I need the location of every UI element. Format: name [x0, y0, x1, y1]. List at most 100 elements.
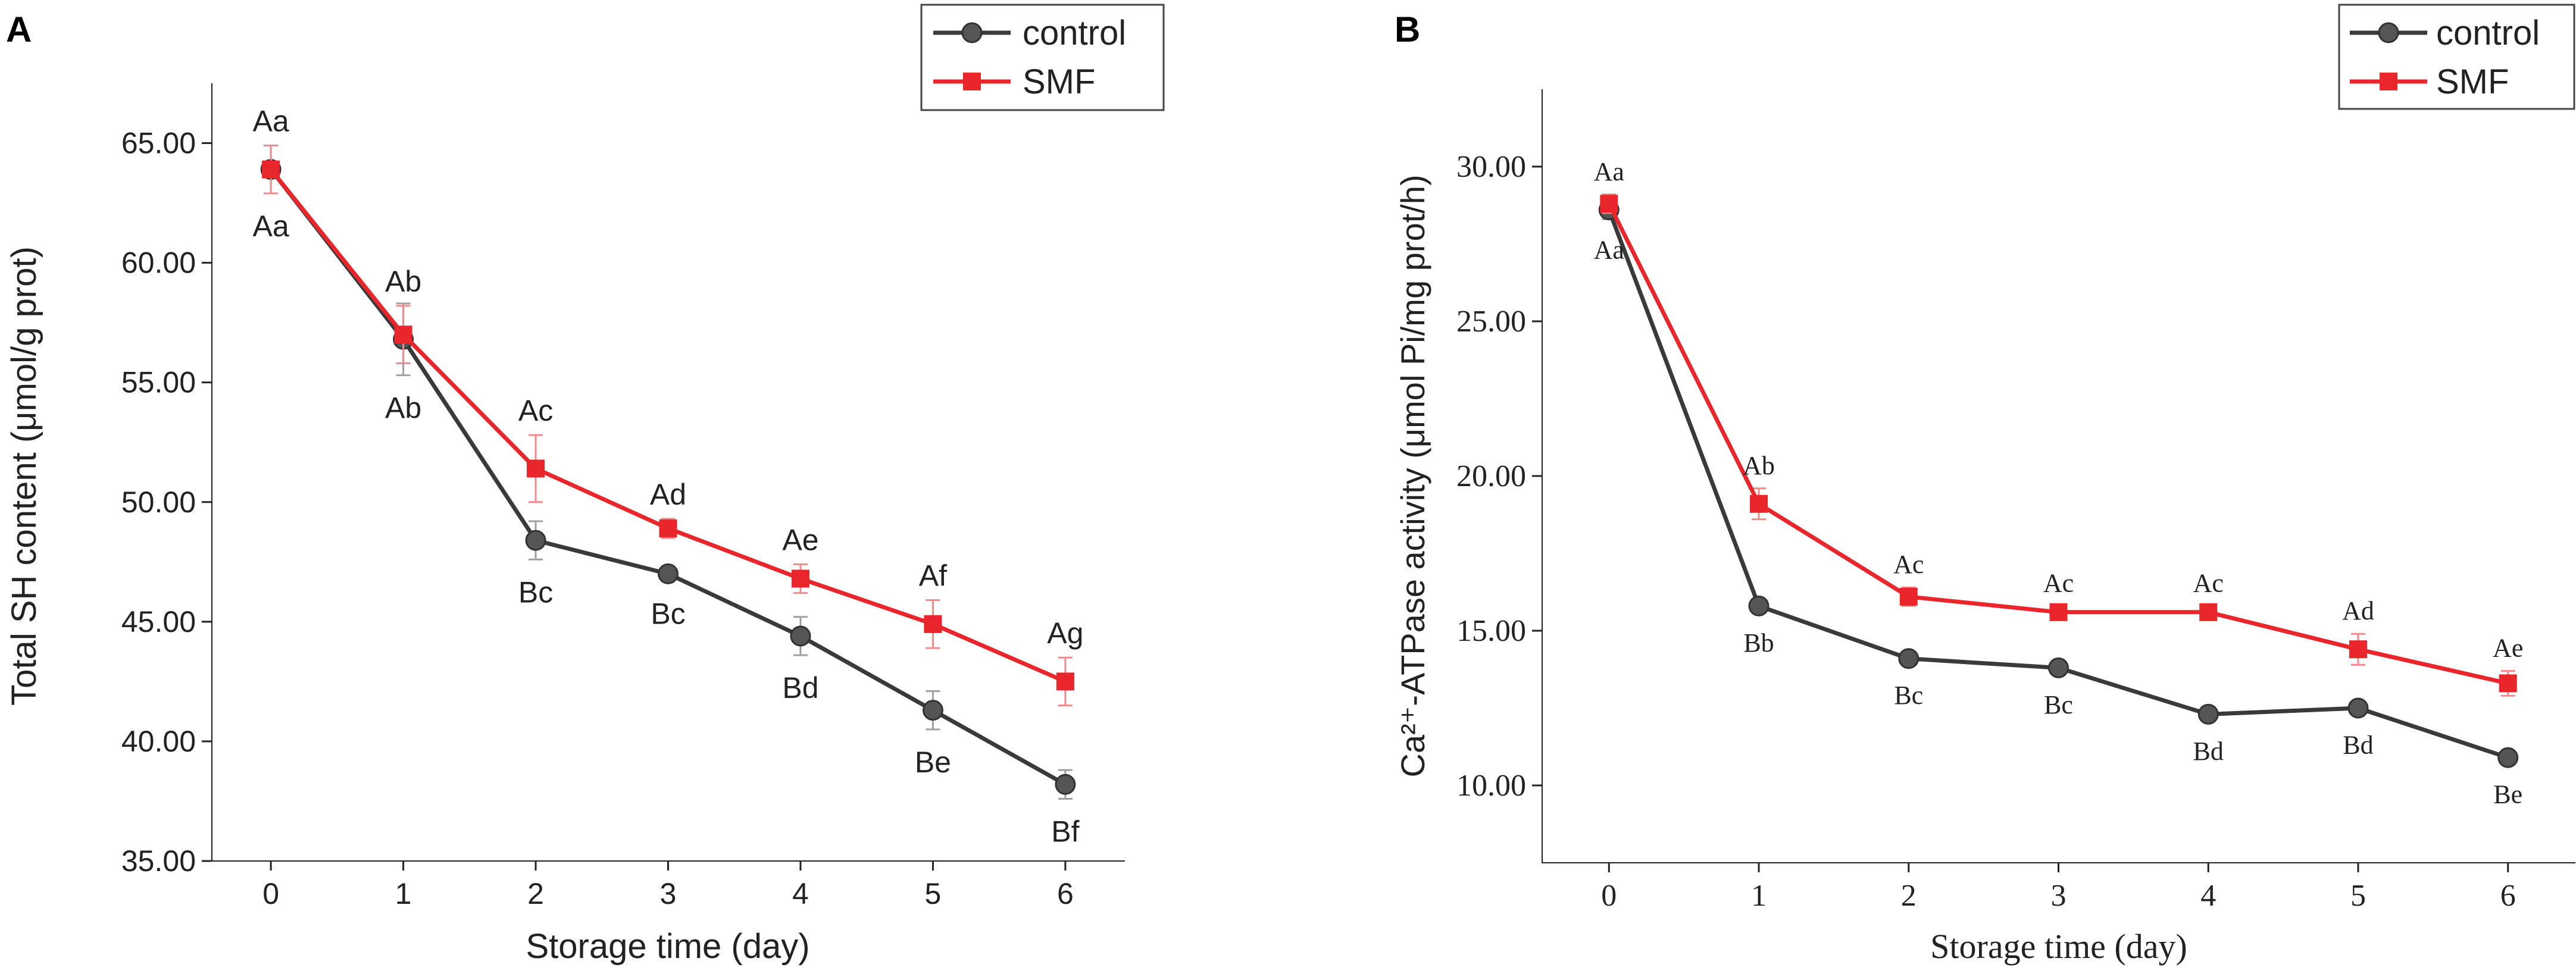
significance-letter: Af [919, 559, 947, 593]
data-point [2497, 747, 2519, 768]
data-point [790, 625, 811, 647]
y-tick-label: 30.00 [1456, 150, 1526, 184]
x-axis-title: Storage time (day) [526, 927, 809, 966]
significance-letter: Ac [518, 394, 553, 427]
x-tick-label: 2 [527, 877, 544, 910]
legend-label: SMF [2436, 62, 2509, 101]
y-axis-title: Ca²⁺-ATPase activity (μmol Pi/mg prot/h) [1394, 174, 1431, 777]
data-point [2048, 657, 2069, 678]
y-tick-label: 60.00 [121, 246, 196, 280]
significance-letter: Bc [2044, 690, 2073, 719]
data-point [394, 325, 412, 344]
y-axis-title: Total SH content (μmol/g prot) [5, 246, 43, 706]
legend: control SMF [2338, 4, 2575, 110]
x-tick-label: 3 [2051, 879, 2067, 913]
significance-letter: Ae [2493, 634, 2523, 663]
data-point [1748, 595, 1770, 616]
data-point [525, 530, 546, 551]
data-point [791, 569, 809, 588]
significance-letter: Bc [651, 597, 685, 630]
data-point [2199, 603, 2218, 621]
y-tick-label: 35.00 [121, 844, 196, 878]
significance-letter: Bd [2193, 737, 2224, 766]
legend-label: control [1023, 14, 1126, 52]
x-tick-label: 4 [2200, 879, 2216, 913]
data-point [262, 160, 280, 179]
significance-letter: Be [2493, 780, 2522, 809]
x-axis-line [211, 860, 1125, 862]
y-tick-label: 15.00 [1456, 614, 1526, 648]
legend-label: control [2436, 14, 2540, 52]
x-tick-label: 5 [2350, 879, 2366, 913]
significance-letter: Bb [1743, 628, 1774, 657]
legend-label: SMF [1023, 62, 1095, 101]
data-point [1899, 587, 1918, 606]
chart-marks: 10.00 15.00 20.00 25.00 30.00 0 1 2 3 4 5 6 Aa Bb Bc Bc… [1456, 150, 2523, 913]
significance-letter: Bd [782, 671, 818, 705]
x-axis-line [1542, 862, 2575, 863]
significance-letter: Aa [253, 105, 289, 138]
data-point [2349, 640, 2367, 659]
significance-letter: Ac [2043, 568, 2074, 597]
legend-circle-marker [961, 22, 983, 43]
significance-letter: Be [915, 746, 951, 779]
significance-letter: Ad [650, 478, 686, 511]
legend-box [2338, 4, 2575, 110]
y-axis-line [1542, 89, 1543, 863]
y-tick-label: 45.00 [121, 605, 196, 638]
x-tick-label: 5 [925, 877, 942, 910]
data-point [2049, 603, 2068, 621]
data-point [659, 519, 677, 538]
data-point [1898, 648, 1920, 669]
data-point [2499, 674, 2517, 693]
legend-box [920, 4, 1165, 111]
series-line [269, 168, 1067, 787]
significance-letter: Ab [385, 392, 421, 425]
x-tick-label: 1 [395, 877, 412, 910]
significance-letter: Bc [518, 575, 553, 609]
data-point [2197, 703, 2219, 725]
significance-letter: Ac [2193, 568, 2224, 597]
significance-letter: Aa [1594, 235, 1624, 264]
legend: control SMF [920, 4, 1165, 111]
data-point [1055, 774, 1076, 795]
y-tick-label: 20.00 [1456, 459, 1526, 493]
data-point [2347, 697, 2369, 719]
y-tick-label: 25.00 [1456, 305, 1526, 339]
significance-letter: Ab [1743, 451, 1775, 480]
data-point [527, 459, 545, 478]
significance-letter: Aa [253, 209, 289, 243]
significance-letter: Bf [1051, 815, 1079, 848]
significance-letter: Bd [2343, 730, 2373, 759]
significance-letter: Bc [1894, 681, 1923, 710]
y-tick-label: 65.00 [121, 127, 196, 160]
y-tick-label: 10.00 [1456, 769, 1526, 803]
x-tick-label: 6 [1057, 877, 1074, 910]
significance-letter: Ag [1047, 616, 1083, 650]
chart-marks: 35.00 40.00 45.00 50.00 55.00 60.00 65.00 0 1 2 3 4… [121, 105, 1084, 910]
y-tick-label: 40.00 [121, 725, 196, 758]
x-tick-label: 4 [792, 877, 809, 910]
x-tick-label: 2 [1901, 879, 1917, 913]
x-tick-label: 6 [2500, 879, 2516, 913]
significance-letter: Ae [782, 523, 818, 556]
y-tick-label: 55.00 [121, 366, 196, 399]
panel-b: B 10.00 15.00 20.00 25.00 30.00 0 1 2 3 4 5 6 Aa Bb Bc… [1394, 4, 2575, 966]
y-tick-label: 50.00 [121, 486, 196, 519]
y-axis-line [211, 83, 212, 862]
x-tick-label: 1 [1751, 879, 1767, 913]
legend-square-marker [2380, 73, 2397, 90]
data-point [924, 615, 942, 633]
significance-letter: Ad [2342, 596, 2374, 625]
significance-letter: Aa [1594, 157, 1624, 186]
panel-label: B [1395, 10, 1420, 49]
significance-letter: Ac [1893, 550, 1924, 579]
data-point [1056, 672, 1074, 691]
x-tick-label: 3 [660, 877, 677, 910]
x-tick-label: 0 [1601, 879, 1617, 913]
data-point [658, 563, 679, 584]
x-tick-label: 0 [262, 877, 279, 910]
panel-label: A [6, 10, 32, 49]
data-point [1600, 195, 1618, 213]
